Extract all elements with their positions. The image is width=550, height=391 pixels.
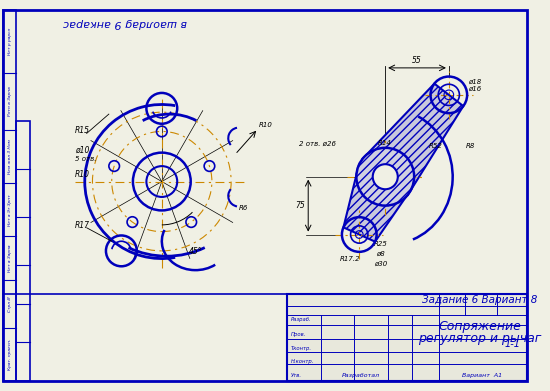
Text: регулятор и рычаг: регулятор и рычаг <box>418 332 541 345</box>
Polygon shape <box>343 165 411 242</box>
Bar <box>287 294 527 381</box>
Text: R17: R17 <box>75 221 90 230</box>
Text: R6: R6 <box>239 205 248 212</box>
Circle shape <box>373 164 398 189</box>
Text: ø16: ø16 <box>468 86 481 92</box>
Text: Разраб.: Разраб. <box>291 317 311 322</box>
Text: R17.2: R17.2 <box>340 256 361 262</box>
Text: ø18: ø18 <box>468 78 481 84</box>
Polygon shape <box>362 84 463 194</box>
Text: R25: R25 <box>373 241 388 247</box>
Text: 45°: 45° <box>189 247 202 256</box>
Text: R14: R14 <box>377 140 392 146</box>
Text: R10: R10 <box>75 170 90 179</box>
Text: ø10: ø10 <box>75 145 90 154</box>
Bar <box>3 10 16 381</box>
Text: R10: R10 <box>259 122 273 127</box>
Bar <box>16 121 30 381</box>
Text: 1-1: 1-1 <box>504 339 520 349</box>
Text: R52: R52 <box>428 143 442 149</box>
Text: 55: 55 <box>412 56 422 65</box>
Text: Крат. праесп.: Крат. праесп. <box>8 339 12 370</box>
Text: ø8: ø8 <box>377 251 386 257</box>
Text: R15: R15 <box>75 126 90 135</box>
Text: Нем жвл 3 Нлм: Нем жвл 3 Нлм <box>8 140 12 174</box>
Text: Стрл И: Стрл И <box>8 296 12 312</box>
Text: Рлтн а Зарна: Рлтн а Зарна <box>8 87 12 117</box>
Text: Пров.: Пров. <box>291 332 306 337</box>
Text: Сопряжение: Сопряжение <box>438 321 521 334</box>
Text: 46: 46 <box>376 172 386 181</box>
Text: в шаолdag 9 анкарас: в шаолdag 9 анкарас <box>63 18 187 28</box>
Text: Нет р рарсл: Нет р рарсл <box>8 28 12 55</box>
Text: Нет а Эт Зрнт: Нет а Эт Зрнт <box>8 194 12 226</box>
Text: 5 отв.: 5 отв. <box>75 156 97 162</box>
Text: 75: 75 <box>295 201 305 210</box>
Text: R8: R8 <box>466 143 476 149</box>
Text: 2 отв. ø26: 2 отв. ø26 <box>299 141 336 147</box>
Circle shape <box>356 148 414 206</box>
Text: Тконтр.: Тконтр. <box>291 346 312 351</box>
Text: Н.контр.: Н.контр. <box>291 359 314 364</box>
Text: ø30: ø30 <box>373 260 387 266</box>
Text: Вариант  А1: Вариант А1 <box>461 373 502 378</box>
Text: Задание 6 Вариант 8: Задание 6 Вариант 8 <box>422 295 537 305</box>
Text: Утв.: Утв. <box>291 373 302 378</box>
Text: Нет а Зарна: Нет а Зарна <box>8 244 12 272</box>
Text: Разработал: Разработал <box>342 373 380 378</box>
